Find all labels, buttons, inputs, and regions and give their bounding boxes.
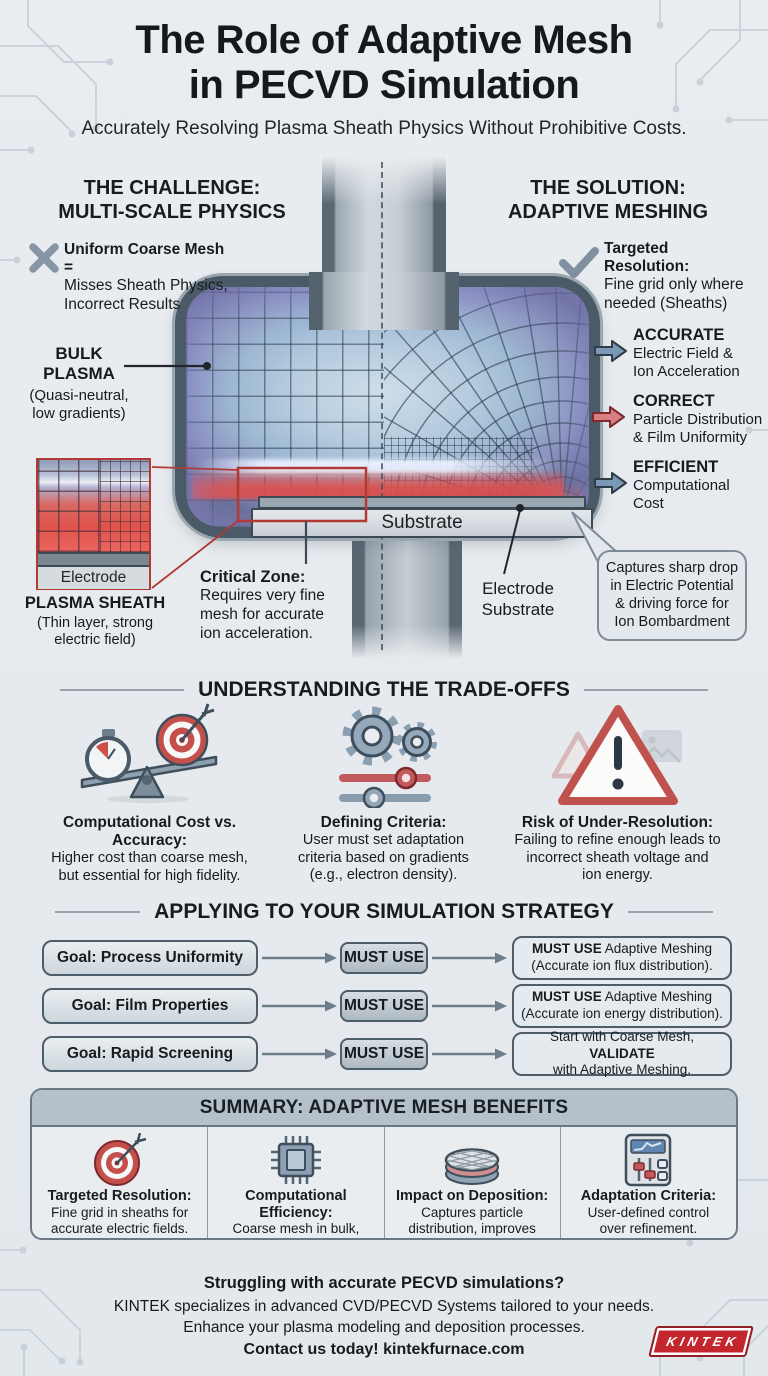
sheath-red-band [192, 471, 564, 499]
target-icon [93, 1133, 146, 1186]
flow-arrow-icon [262, 1000, 337, 1012]
result-box: MUST USE Adaptive Meshing (Accurate ion … [512, 936, 732, 980]
challenge-note-body: Misses Sheath Physics, Incorrect Results [64, 277, 228, 313]
summary-item-criteria: Adaptation Criteria: User-defined contro… [559, 1127, 736, 1238]
warning-triangle-icon [551, 705, 682, 805]
tradeoff-item-criteria: Defining Criteria: User must set adaptat… [298, 814, 469, 884]
result-box: Start with Coarse Mesh, VALIDATE with Ad… [512, 1029, 732, 1077]
gas-inlet-pipe [320, 156, 448, 284]
challenge-note-title: Uniform Coarse Mesh = [64, 241, 225, 276]
page-title: The Role of Adaptive Mesh in PECVD Simul… [135, 18, 633, 108]
challenge-title: THE CHALLENGE: MULTI-SCALE PHYSICS [58, 177, 286, 223]
solution-title: THE SOLUTION: ADAPTIVE MESHING [507, 177, 709, 223]
strategy-heading: APPLYING TO YOUR SIMULATION STRATEGY [55, 900, 713, 924]
solution-note-title: Targeted Resolution: [604, 240, 690, 275]
symmetry-centerline [381, 162, 383, 650]
summary-panel: SUMMARY: ADAPTIVE MESH BENEFITS Targeted… [30, 1088, 738, 1240]
blue-block-arrow-icon [594, 472, 627, 494]
balance-scale-icon [80, 703, 218, 803]
gears-sliders-icon [339, 706, 437, 808]
tradeoff-item-risk: Risk of Under-Resolution: Failing to ref… [514, 814, 721, 884]
electrode-label: Electrode [60, 569, 127, 586]
challenge-note: Uniform Coarse Mesh = Misses Sheath Phys… [64, 241, 234, 315]
summary-heading: SUMMARY: ADAPTIVE MESH BENEFITS [32, 1090, 736, 1127]
footer-cta: Contact us today! kintekfurnace.com [0, 1341, 768, 1359]
flow-arrow-icon [432, 952, 507, 964]
solution-note-body: Fine grid only where needed (Sheaths) [604, 276, 744, 312]
summary-item-deposition: Impact on Deposition: Captures particle … [383, 1127, 560, 1238]
footer-text-2: Enhance your plasma modeling and deposit… [183, 1319, 585, 1336]
summary-item-efficiency: Computational Efficiency: Coarse mesh in… [207, 1127, 383, 1238]
tradeoffs-heading: UNDERSTANDING THE TRADE-OFFS [60, 678, 708, 702]
chip-icon [270, 1136, 321, 1184]
summary-body: Targeted Resolution: Fine grid in sheath… [32, 1127, 736, 1238]
inset-coarse-grid [38, 460, 101, 552]
website-link[interactable]: kintekfurnace.com [383, 1341, 525, 1358]
goal-box: Goal: Process Uniformity [42, 940, 258, 976]
red-block-arrow-icon [592, 406, 625, 428]
kintek-logo-text: KINTEK [664, 1334, 742, 1349]
must-use-badge: MUST USE [340, 942, 428, 974]
inset-fine-grid [100, 460, 149, 552]
sheath-zoom-inset: Electrode [36, 458, 151, 590]
tradeoff-item-cost: Computational Cost vs. Accuracy: Higher … [51, 814, 248, 884]
summary-item-resolution: Targeted Resolution: Fine grid in sheath… [32, 1127, 207, 1238]
inset-electrode-dark-band [38, 552, 149, 565]
goal-box: Goal: Film Properties [42, 988, 258, 1024]
bulk-plasma-label: BULK PLASMA (Quasi-neutral, low gradient… [29, 344, 129, 423]
result-box: MUST USE Adaptive Meshing (Accurate ion … [512, 984, 732, 1028]
goal-box: Goal: Rapid Screening [42, 1036, 258, 1072]
must-use-badge: MUST USE [340, 990, 428, 1022]
strategy-row: Goal: Process Uniformity MUST USE MUST U… [0, 936, 768, 980]
substrate-slab: Substrate [251, 508, 593, 538]
inlet-flange [309, 272, 459, 330]
blue-block-arrow-icon [594, 340, 627, 362]
flow-arrow-icon [262, 1048, 337, 1060]
ion-bombardment-callout: Captures sharp drop in Electric Potentia… [597, 550, 747, 641]
wafer-stack-icon [444, 1148, 500, 1185]
arrow-label-efficient: EFFICIENT Computational Cost [633, 458, 730, 512]
cta-text: Contact us today! [243, 1341, 379, 1358]
critical-zone-label: Critical Zone: Requires very fine mesh f… [200, 568, 325, 642]
inset-electrode-band: Electrode [38, 565, 149, 589]
must-use-badge: MUST USE [340, 1038, 428, 1070]
footer-text-1: KINTEK specializes in advanced CVD/PECVD… [113, 1298, 655, 1315]
flow-arrow-icon [262, 952, 337, 964]
pedestal-stem [352, 537, 462, 659]
arrow-label-accurate: ACCURATE Electric Field & Ion Accelerati… [633, 326, 740, 380]
strategy-row: Goal: Rapid Screening MUST USE Start wit… [0, 1029, 768, 1077]
arrow-label-correct: CORRECT Particle Distribution & Film Uni… [633, 392, 763, 446]
substrate-label: Substrate [381, 512, 463, 533]
electrode-substrate-label: Electrode Substrate [481, 579, 555, 620]
flow-arrow-icon [432, 1000, 507, 1012]
plasma-sheath-label: PLASMA SHEATH (Thin layer, strong electr… [24, 594, 166, 649]
sheath-gradient [38, 460, 149, 552]
solution-note: Targeted Resolution: Fine grid only wher… [604, 240, 756, 314]
x-mark-icon [29, 243, 59, 273]
footer-question: Struggling with accurate PECVD simulatio… [203, 1274, 565, 1292]
check-mark-icon [559, 247, 599, 278]
diagram-leader-lines [124, 362, 631, 589]
flow-arrow-icon [432, 1048, 507, 1060]
kintek-logo: KINTEK [648, 1326, 754, 1357]
strategy-row: Goal: Film Properties MUST USE MUST USE … [0, 984, 768, 1028]
sliders-panel-icon [625, 1133, 672, 1187]
page-subtitle: Accurately Resolving Plasma Sheath Physi… [81, 118, 687, 139]
